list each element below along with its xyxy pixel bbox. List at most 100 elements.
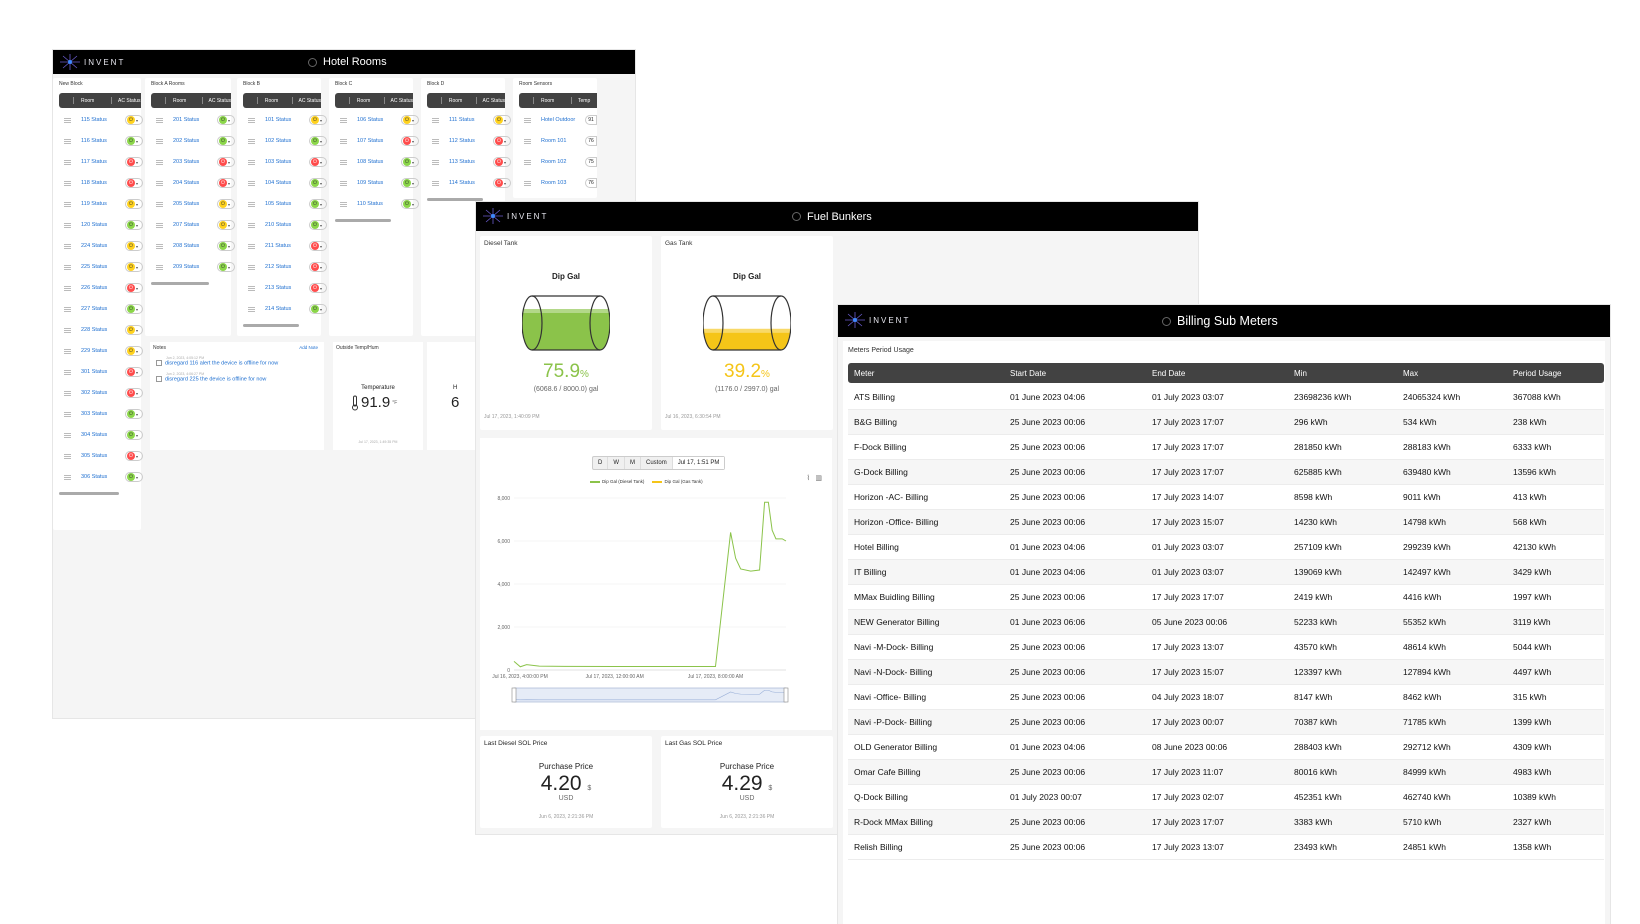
table-row[interactable]: Horizon -Office- Billing 25 June 2023 00:… <box>848 510 1604 535</box>
room-status-link[interactable]: 118 Status <box>81 180 107 186</box>
room-status-link[interactable]: 212 Status <box>265 264 292 270</box>
ac-status-toggle[interactable]: ⏻ ▾ <box>309 157 327 167</box>
room-status-link[interactable]: 303 Status <box>81 411 108 417</box>
room-status-link[interactable]: 306 Status <box>81 474 108 480</box>
room-status-link[interactable]: 205 Status <box>173 201 200 207</box>
room-status-link[interactable]: 201 Status <box>173 117 200 123</box>
drag-handle-icon[interactable] <box>156 264 163 270</box>
room-status-link[interactable]: 102 Status <box>265 138 292 144</box>
drag-handle-icon[interactable] <box>340 117 347 123</box>
ac-status-toggle[interactable]: ⏻ ▾ <box>125 325 143 335</box>
room-status-link[interactable]: 107 Status <box>357 138 384 144</box>
drag-handle-icon[interactable] <box>156 117 163 123</box>
drag-handle-icon[interactable] <box>248 138 255 144</box>
drag-handle-icon[interactable] <box>524 138 531 144</box>
drag-handle-icon[interactable] <box>64 264 71 270</box>
ac-status-toggle[interactable]: ⏻ ▾ <box>401 199 419 209</box>
room-status-link[interactable]: 115 Status <box>81 117 107 123</box>
room-status-link[interactable]: 104 Status <box>265 180 292 186</box>
table-row[interactable]: R-Dock MMax Billing 25 June 2023 00:06 17 … <box>848 810 1604 835</box>
drag-handle-icon[interactable] <box>64 306 71 312</box>
col-max[interactable]: Max <box>1403 368 1419 378</box>
ac-status-toggle[interactable]: ⏻ ▾ <box>309 220 327 230</box>
drag-handle-icon[interactable] <box>64 117 71 123</box>
drag-handle-icon[interactable] <box>64 327 71 333</box>
col-start-date[interactable]: Start Date <box>1010 368 1047 378</box>
ac-status-toggle[interactable]: ⏻ ▾ <box>217 115 235 125</box>
drag-handle-icon[interactable] <box>340 201 347 207</box>
ac-status-toggle[interactable]: ⏻ ▾ <box>125 451 143 461</box>
table-row[interactable]: OLD Generator Billing 01 June 2023 04:06 0… <box>848 735 1604 760</box>
ac-status-toggle[interactable]: ⏻ ▾ <box>125 283 143 293</box>
drag-handle-icon[interactable] <box>432 159 439 165</box>
drag-handle-icon[interactable] <box>64 285 71 291</box>
ac-status-toggle[interactable]: ⏻ ▾ <box>309 283 327 293</box>
ac-status-toggle[interactable]: ⏻ ▾ <box>125 472 143 482</box>
note-item[interactable]: Jun 2, 2023, 4:06:27 PM disregard 225 th… <box>156 372 266 382</box>
room-status-link[interactable]: 214 Status <box>265 306 292 312</box>
room-status-link[interactable]: 305 Status <box>81 453 108 459</box>
room-status-link[interactable]: 116 Status <box>81 138 107 144</box>
ac-status-toggle[interactable]: ⏻ ▾ <box>401 115 419 125</box>
drag-handle-icon[interactable] <box>156 201 163 207</box>
room-status-link[interactable]: 114 Status <box>449 180 475 186</box>
table-row[interactable]: G-Dock Billing 25 June 2023 00:06 17 July … <box>848 460 1604 485</box>
col-end-date[interactable]: End Date <box>1152 368 1186 378</box>
drag-handle-icon[interactable] <box>340 138 347 144</box>
ac-status-toggle[interactable]: ⏻ ▾ <box>125 136 143 146</box>
drag-handle-icon[interactable] <box>524 180 531 186</box>
room-status-link[interactable]: 202 Status <box>173 138 200 144</box>
ac-status-toggle[interactable]: ⏻ ▾ <box>217 220 235 230</box>
drag-handle-icon[interactable] <box>156 243 163 249</box>
horizontal-scrollbar[interactable] <box>427 198 483 201</box>
drag-handle-icon[interactable] <box>340 159 347 165</box>
sensor-link[interactable]: Room 101 <box>541 138 567 144</box>
range-month-button[interactable]: M <box>625 457 642 469</box>
drag-handle-icon[interactable] <box>64 201 71 207</box>
line-chart-icon[interactable]: ⌇ <box>806 475 810 482</box>
room-status-link[interactable]: 105 Status <box>265 201 292 207</box>
room-status-link[interactable]: 109 Status <box>357 180 384 186</box>
ac-status-toggle[interactable]: ⏻ ▾ <box>493 136 511 146</box>
ac-status-toggle[interactable]: ⏻ ▾ <box>309 199 327 209</box>
drag-handle-icon[interactable] <box>340 180 347 186</box>
drag-handle-icon[interactable] <box>156 222 163 228</box>
drag-handle-icon[interactable] <box>64 243 71 249</box>
horizontal-scrollbar[interactable] <box>335 219 391 222</box>
ac-status-toggle[interactable]: ⏻ ▾ <box>125 367 143 377</box>
ac-status-toggle[interactable]: ⏻ ▾ <box>309 136 327 146</box>
room-status-link[interactable]: 203 Status <box>173 159 200 165</box>
room-status-link[interactable]: 108 Status <box>357 159 384 165</box>
ac-status-toggle[interactable]: ⏻ ▾ <box>217 136 235 146</box>
drag-handle-icon[interactable] <box>156 138 163 144</box>
ac-status-toggle[interactable]: ⏻ ▾ <box>309 115 327 125</box>
room-status-link[interactable]: 117 Status <box>81 159 107 165</box>
col-period-usage[interactable]: Period Usage <box>1513 368 1562 378</box>
legend-diesel[interactable]: Dip Gal (Diesel Tank) <box>590 479 644 484</box>
note-item[interactable]: Jun 2, 2023, 4:05:12 PM disregard 116 al… <box>156 356 278 366</box>
ac-status-toggle[interactable]: ⏻ ▾ <box>125 262 143 272</box>
range-week-button[interactable]: W <box>608 457 626 469</box>
table-row[interactable]: Navi -P-Dock- Billing 25 June 2023 00:06 1… <box>848 710 1604 735</box>
room-status-link[interactable]: 225 Status <box>81 264 108 270</box>
room-status-link[interactable]: 226 Status <box>81 285 108 291</box>
drag-handle-icon[interactable] <box>64 180 71 186</box>
col-meter[interactable]: Meter <box>854 368 875 378</box>
drag-handle-icon[interactable] <box>248 159 255 165</box>
drag-handle-icon[interactable] <box>248 201 255 207</box>
drag-handle-icon[interactable] <box>432 180 439 186</box>
drag-handle-icon[interactable] <box>248 117 255 123</box>
room-status-link[interactable]: 111 Status <box>449 117 475 123</box>
room-status-link[interactable]: 224 Status <box>81 243 108 249</box>
drag-handle-icon[interactable] <box>64 432 71 438</box>
drag-handle-icon[interactable] <box>432 117 439 123</box>
ac-status-toggle[interactable]: ⏻ ▾ <box>401 157 419 167</box>
table-row[interactable]: Navi -M-Dock- Billing 25 June 2023 00:06 1… <box>848 635 1604 660</box>
table-row[interactable]: Omar Cafe Billing 25 June 2023 00:06 17 Ju… <box>848 760 1604 785</box>
room-status-link[interactable]: 101 Status <box>265 117 292 123</box>
drag-handle-icon[interactable] <box>156 159 163 165</box>
room-status-link[interactable]: 211 Status <box>265 243 291 249</box>
drag-handle-icon[interactable] <box>248 264 255 270</box>
room-status-link[interactable]: 302 Status <box>81 390 108 396</box>
room-status-link[interactable]: 213 Status <box>265 285 292 291</box>
